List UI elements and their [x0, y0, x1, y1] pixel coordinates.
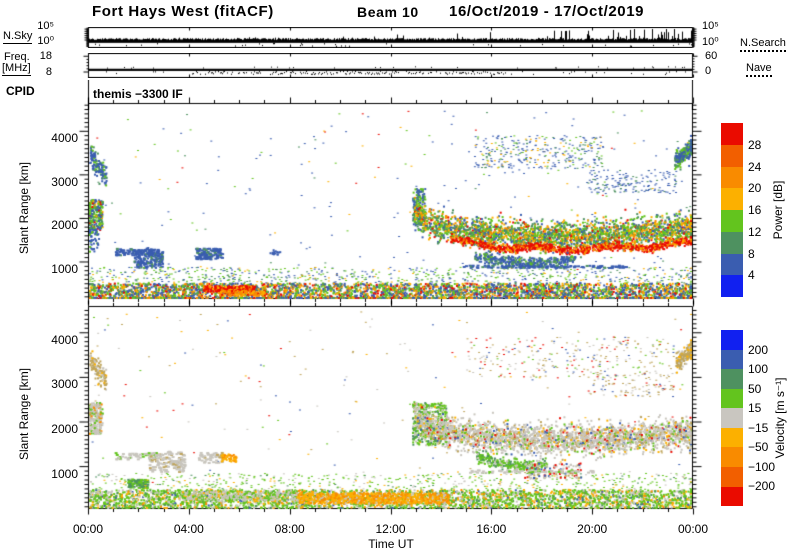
velocity-colorbar-tick-label: 200	[748, 342, 769, 357]
velocity-colorbar-segment	[721, 447, 743, 467]
cpid-axis-label: CPID	[6, 84, 35, 98]
x-axis-tick-label: 12:00	[375, 522, 406, 536]
velocity-colorbar-segment	[721, 349, 743, 370]
power-colorbar-segment	[721, 253, 743, 276]
nave-tick-label-bottom: 0	[705, 65, 712, 77]
y-axis-tick-label: 1000	[51, 261, 78, 276]
freq-tick-label-bottom: 8	[45, 66, 52, 78]
velocity-y-axis-label: Slant Range [km]	[17, 367, 31, 461]
velocity-colorbar-segment	[721, 408, 743, 428]
y-axis-tick-label: 3000	[51, 174, 78, 189]
x-axis-tick-label: 20:00	[577, 522, 608, 536]
x-axis-tick-label: 00:00	[677, 522, 709, 536]
freq-tick-label-top: 18	[39, 50, 52, 62]
power-colorbar-segment	[721, 275, 743, 297]
x-axis-tick-label: 00:00	[72, 522, 104, 536]
nsky-right-tick-label-top: 10⁵	[702, 20, 719, 32]
power-colorbar-segment	[721, 210, 743, 232]
date-range-label: 16/Oct/2019 - 17/Oct/2019	[449, 3, 645, 20]
nave-axis-label: Nave	[746, 62, 772, 77]
power-colorbar-segment	[721, 188, 743, 210]
power-colorbar	[721, 123, 743, 297]
velocity-colorbar-tick-label: −50	[748, 440, 769, 455]
frequency-panel-canvas	[78, 53, 705, 78]
velocity-colorbar-segment	[721, 330, 743, 350]
freq-axis-label-line1: Freq.	[4, 51, 30, 63]
velocity-colorbar-tick-label: −100	[748, 459, 776, 474]
power-colorbar-segment	[721, 166, 743, 189]
velocity-colorbar-segment	[721, 369, 743, 389]
freq-axis-label-line2: [MHz]	[2, 62, 31, 76]
power-colorbar-segment	[721, 231, 743, 254]
y-axis-tick-label: 3000	[51, 377, 78, 392]
power-colorbar-tick-label: 20	[748, 181, 762, 196]
y-axis-tick-label: 4000	[51, 332, 78, 347]
y-axis-tick-label: 2000	[51, 218, 78, 233]
velocity-colorbar-segment	[721, 427, 743, 448]
power-rti-panel-canvas	[78, 96, 705, 306]
y-axis-tick-label: 4000	[51, 131, 78, 146]
power-colorbar-tick-label: 24	[748, 159, 762, 174]
nsky-tick-label-bottom: 10⁰	[37, 35, 54, 47]
sky-noise-panel-canvas	[78, 27, 705, 48]
power-colorbar-segment	[721, 144, 743, 167]
velocity-colorbar-tick-label: 15	[748, 401, 762, 416]
y-axis-tick-label: 2000	[51, 422, 78, 436]
velocity-colorbar	[721, 330, 743, 507]
nsearch-axis-label: N.Search	[740, 37, 786, 52]
y-axis-tick-label: 1000	[51, 466, 78, 481]
velocity-rti-panel-canvas	[78, 299, 705, 516]
velocity-colorbar-tick-label: 100	[748, 362, 769, 377]
power-colorbar-tick-label: 28	[748, 137, 762, 152]
power-colorbar-tick-label: 4	[748, 268, 755, 283]
beam-label: Beam 10	[357, 4, 419, 20]
nave-tick-label-top: 60	[705, 50, 718, 62]
power-colorbar-tick-label: 12	[748, 224, 762, 239]
x-axis-tick-label: 16:00	[476, 522, 507, 536]
power-colorbar-segment	[721, 123, 743, 145]
power-colorbar-tick-label: 16	[748, 203, 762, 217]
x-axis-tick-label: 04:00	[173, 522, 204, 536]
nsky-axis-label: N.Sky	[3, 30, 33, 44]
velocity-colorbar-segment	[721, 466, 743, 487]
power-colorbar-tick-label: 8	[748, 246, 755, 261]
velocity-colorbar-tick-label: −15	[748, 420, 769, 435]
velocity-colorbar-tick-label: 50	[748, 381, 762, 396]
velocity-colorbar-segment	[721, 388, 743, 409]
x-axis-label: Time UT	[368, 537, 414, 551]
power-y-axis-label: Slant Range [km]	[17, 161, 31, 255]
nsky-tick-label-top: 10⁵	[37, 20, 54, 32]
x-axis-tick-label: 08:00	[274, 522, 305, 536]
velocity-colorbar-segment	[721, 486, 743, 507]
velocity-colorbar-tick-label: −200	[748, 479, 776, 494]
station-title: Fort Hays West (fitACF)	[92, 3, 274, 20]
nsky-right-tick-label-bottom: 10⁰	[702, 36, 719, 48]
